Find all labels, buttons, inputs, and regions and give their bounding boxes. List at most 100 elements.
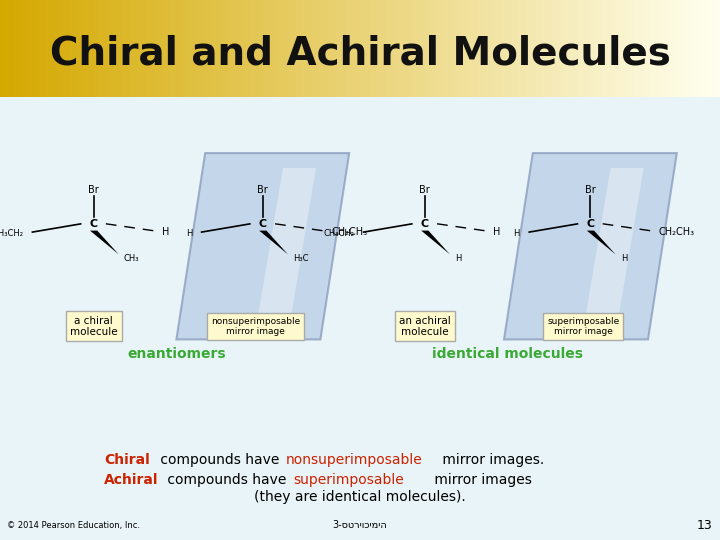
- Bar: [7, 0, 9, 97]
- Text: nonsuperimposable
mirror image: nonsuperimposable mirror image: [211, 316, 300, 336]
- Bar: [461, 0, 463, 97]
- Bar: [45, 0, 48, 97]
- Bar: [713, 0, 715, 97]
- Bar: [369, 0, 372, 97]
- Text: Chiral: Chiral: [104, 453, 150, 467]
- Text: superimposable: superimposable: [293, 472, 404, 487]
- Text: H: H: [455, 254, 462, 262]
- Bar: [331, 0, 333, 97]
- Bar: [199, 0, 202, 97]
- Bar: [398, 0, 401, 97]
- Bar: [379, 0, 382, 97]
- Bar: [547, 0, 549, 97]
- Bar: [394, 0, 396, 97]
- Bar: [197, 0, 199, 97]
- Bar: [192, 0, 194, 97]
- Bar: [106, 0, 108, 97]
- Bar: [338, 0, 341, 97]
- Bar: [617, 0, 619, 97]
- Bar: [238, 0, 240, 97]
- Bar: [567, 0, 569, 97]
- Bar: [662, 0, 665, 97]
- Bar: [403, 0, 405, 97]
- Bar: [675, 0, 677, 97]
- Bar: [12, 0, 14, 97]
- Bar: [528, 0, 531, 97]
- Bar: [243, 0, 245, 97]
- Bar: [110, 0, 113, 97]
- Bar: [583, 0, 585, 97]
- Bar: [605, 0, 607, 97]
- Bar: [506, 0, 509, 97]
- Bar: [444, 0, 446, 97]
- Bar: [202, 0, 204, 97]
- Bar: [408, 0, 410, 97]
- Bar: [564, 0, 567, 97]
- Bar: [665, 0, 667, 97]
- Bar: [711, 0, 713, 97]
- Bar: [295, 0, 297, 97]
- Bar: [269, 0, 271, 97]
- Bar: [79, 0, 81, 97]
- Bar: [667, 0, 670, 97]
- Bar: [286, 0, 288, 97]
- Bar: [55, 0, 58, 97]
- Text: H: H: [493, 227, 500, 237]
- Bar: [516, 0, 518, 97]
- Bar: [101, 0, 103, 97]
- Bar: [233, 0, 235, 97]
- Bar: [221, 0, 223, 97]
- Bar: [290, 0, 293, 97]
- Bar: [182, 0, 185, 97]
- Bar: [454, 0, 456, 97]
- Bar: [434, 0, 437, 97]
- Bar: [377, 0, 379, 97]
- Bar: [156, 0, 158, 97]
- Polygon shape: [583, 168, 644, 330]
- Bar: [549, 0, 552, 97]
- Bar: [264, 0, 266, 97]
- Bar: [691, 0, 693, 97]
- Bar: [127, 0, 130, 97]
- Bar: [655, 0, 657, 97]
- Text: compounds have: compounds have: [163, 472, 291, 487]
- Bar: [468, 0, 470, 97]
- Bar: [94, 0, 96, 97]
- Bar: [43, 0, 45, 97]
- Bar: [427, 0, 430, 97]
- Bar: [475, 0, 477, 97]
- Bar: [660, 0, 662, 97]
- Bar: [204, 0, 207, 97]
- Bar: [415, 0, 418, 97]
- Bar: [240, 0, 243, 97]
- Bar: [559, 0, 562, 97]
- Bar: [624, 0, 626, 97]
- Bar: [31, 0, 34, 97]
- Bar: [2, 0, 5, 97]
- Bar: [72, 0, 74, 97]
- Bar: [439, 0, 441, 97]
- Text: an achiral
molecule: an achiral molecule: [399, 315, 451, 337]
- Bar: [189, 0, 192, 97]
- Bar: [437, 0, 439, 97]
- Bar: [706, 0, 708, 97]
- Bar: [135, 0, 137, 97]
- Bar: [84, 0, 86, 97]
- Bar: [65, 0, 67, 97]
- Bar: [36, 0, 38, 97]
- Bar: [0, 0, 2, 97]
- Polygon shape: [504, 153, 677, 339]
- Bar: [86, 0, 89, 97]
- Bar: [619, 0, 621, 97]
- Bar: [281, 0, 283, 97]
- Bar: [477, 0, 480, 97]
- Bar: [22, 0, 24, 97]
- Bar: [230, 0, 233, 97]
- Bar: [63, 0, 65, 97]
- Bar: [348, 0, 351, 97]
- Text: Achiral: Achiral: [104, 472, 159, 487]
- Bar: [346, 0, 348, 97]
- Bar: [607, 0, 610, 97]
- Bar: [120, 0, 122, 97]
- Bar: [533, 0, 535, 97]
